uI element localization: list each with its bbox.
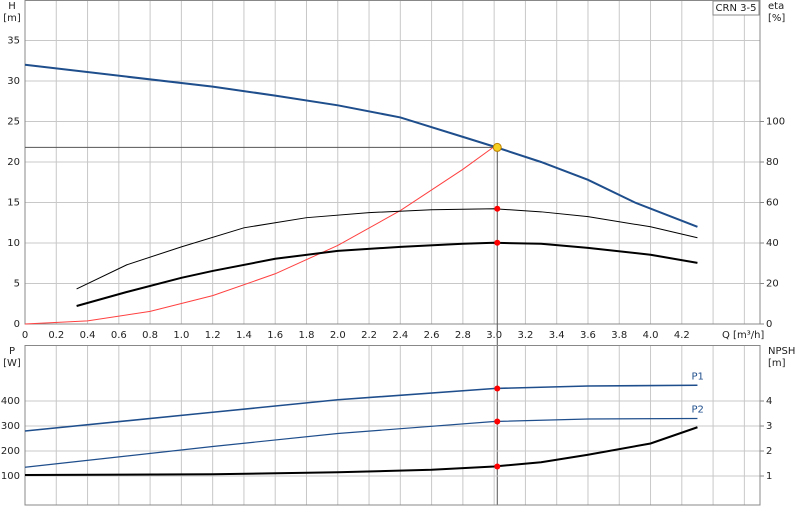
operating-point — [494, 385, 501, 392]
label-box-text: CRN 3-5 — [716, 3, 757, 14]
y2-axis-label: NPSH — [768, 346, 795, 357]
y-axis-label: P — [9, 346, 15, 357]
y2-tick-label: 0 — [766, 319, 772, 330]
y-tick-label: 35 — [7, 36, 20, 47]
y2-tick-label: 100 — [766, 117, 785, 128]
x-tick-label: 0.4 — [80, 330, 96, 341]
x-tick-label: 3.8 — [611, 330, 627, 341]
x-tick-label: 1.4 — [236, 330, 252, 341]
x-tick-label: 3.0 — [486, 330, 502, 341]
operating-point — [494, 239, 501, 246]
y-tick-label: 200 — [1, 446, 20, 457]
y-tick-label: 10 — [7, 238, 20, 249]
x-tick-label: 1.6 — [267, 330, 283, 341]
operating-point — [492, 142, 502, 152]
x-tick-label: 4.2 — [674, 330, 690, 341]
operating-point — [494, 205, 501, 212]
y-tick-label: 400 — [1, 396, 20, 407]
series-label: P2 — [691, 405, 703, 416]
x-axis-label: Q [m³/h] — [722, 330, 764, 341]
operating-point — [494, 418, 501, 425]
x-tick-label: 2.6 — [424, 330, 440, 341]
x-tick-label: 3.4 — [549, 330, 565, 341]
x-tick-label: 0.6 — [111, 330, 127, 341]
series-line — [24, 384, 698, 432]
plot-frame — [24, 0, 761, 325]
series-label: P1 — [691, 371, 703, 382]
x-tick-label: 1.8 — [299, 330, 315, 341]
y2-tick-label: 4 — [766, 396, 772, 407]
label-box — [712, 0, 760, 16]
y-tick-label: 5 — [14, 279, 20, 290]
plot-frame — [24, 345, 761, 506]
x-tick-label: 0.8 — [142, 330, 158, 341]
x-tick-label: 0.2 — [48, 330, 64, 341]
y-tick-label: 15 — [7, 198, 20, 209]
series-line — [24, 146, 495, 325]
y-tick-label: 0 — [14, 319, 20, 330]
series-line — [76, 208, 698, 290]
x-tick-label: 2.4 — [392, 330, 408, 341]
y2-tick-label: 3 — [766, 421, 772, 432]
y2-tick-label: 2 — [766, 446, 772, 457]
y2-axis-label: [m] — [768, 358, 786, 369]
series-line — [24, 417, 698, 468]
y-tick-label: 30 — [7, 76, 20, 87]
y2-tick-label: 80 — [766, 157, 779, 168]
y-tick-label: 100 — [1, 471, 20, 482]
x-tick-label: 1.2 — [205, 330, 221, 341]
y2-axis-label: eta — [768, 1, 784, 12]
x-tick-label: 0 — [22, 330, 28, 341]
y2-tick-label: 20 — [766, 279, 779, 290]
y-axis-label: [W] — [3, 358, 21, 369]
y2-tick-label: 1 — [766, 471, 772, 482]
x-tick-label: 1.0 — [173, 330, 189, 341]
y2-axis-label: [%] — [768, 13, 785, 24]
series-line — [24, 63, 698, 228]
x-tick-label: 4.0 — [643, 330, 659, 341]
y-tick-label: 20 — [7, 157, 20, 168]
y-axis-label: [m] — [3, 13, 21, 24]
y2-tick-label: 40 — [766, 238, 779, 249]
series-line — [24, 426, 698, 476]
x-tick-label: 3.2 — [517, 330, 533, 341]
x-tick-label: 2.0 — [330, 330, 346, 341]
x-tick-label: 2.8 — [455, 330, 471, 341]
y-axis-label: H — [8, 1, 16, 12]
y2-tick-label: 60 — [766, 198, 779, 209]
operating-point — [494, 463, 501, 470]
y-tick-label: 25 — [7, 117, 20, 128]
x-tick-label: 3.6 — [580, 330, 596, 341]
x-tick-label: 2.2 — [361, 330, 377, 341]
y-tick-label: 300 — [1, 421, 20, 432]
series-line — [76, 241, 698, 307]
